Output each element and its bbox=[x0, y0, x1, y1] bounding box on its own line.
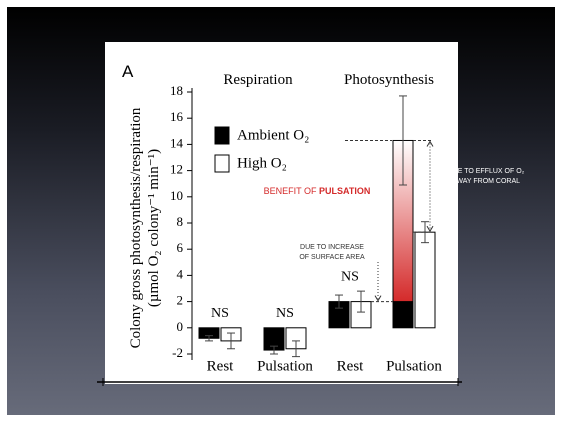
legend-swatch bbox=[214, 126, 230, 145]
x-tick-label: Rest bbox=[337, 358, 365, 374]
legend-swatch bbox=[214, 154, 230, 173]
benefit-label-part: PULSATION bbox=[319, 186, 370, 196]
annotation: AWAY FROM CORAL bbox=[452, 178, 520, 185]
arrow-head bbox=[374, 295, 382, 302]
panel-label: A bbox=[122, 62, 134, 81]
ns-label: NS bbox=[276, 306, 294, 321]
ns-label: NS bbox=[341, 269, 359, 284]
y-tick-label: 6 bbox=[177, 240, 184, 255]
y-axis-label: (µmol O₂ colony⁻¹ min⁻¹) bbox=[146, 149, 162, 307]
legend-label: Ambient O₂ bbox=[237, 127, 309, 143]
y-tick-label: -2 bbox=[172, 345, 183, 360]
bar bbox=[414, 231, 436, 329]
annotation: OF SURFACE AREA bbox=[299, 254, 365, 261]
benefit-label-part: BENEFIT OF bbox=[264, 186, 317, 196]
y-tick-label: 12 bbox=[170, 162, 183, 177]
y-tick-label: 14 bbox=[170, 135, 184, 150]
y-axis-label: Colony gross photosynthesis/respiration bbox=[128, 107, 144, 348]
y-tick-label: 10 bbox=[170, 188, 183, 203]
arrow-head bbox=[426, 225, 434, 233]
x-tick-label: Pulsation bbox=[257, 358, 313, 374]
y-tick-label: 4 bbox=[177, 266, 184, 281]
y-tick-label: 16 bbox=[170, 109, 184, 124]
ns-label: NS bbox=[211, 306, 229, 321]
benefit-label: BENEFIT OF PULSATION bbox=[264, 186, 371, 196]
y-tick-label: 8 bbox=[177, 214, 184, 229]
legend-label: High O₂ bbox=[237, 155, 287, 171]
annotation: DUE TO EFFLUX OF O₂ bbox=[448, 168, 525, 175]
group-label: Photosynthesis bbox=[344, 72, 434, 88]
x-tick-label: Rest bbox=[207, 358, 235, 374]
y-tick-label: 18 bbox=[170, 83, 183, 98]
y-tick-label: 0 bbox=[177, 319, 184, 334]
annotation: DUE TO INCREASE bbox=[300, 244, 364, 251]
arrow-head bbox=[426, 140, 434, 147]
y-tick-label: 2 bbox=[177, 293, 184, 308]
x-tick-label: Pulsation bbox=[386, 358, 442, 374]
group-label: Respiration bbox=[223, 72, 293, 88]
bar-base bbox=[392, 301, 414, 329]
